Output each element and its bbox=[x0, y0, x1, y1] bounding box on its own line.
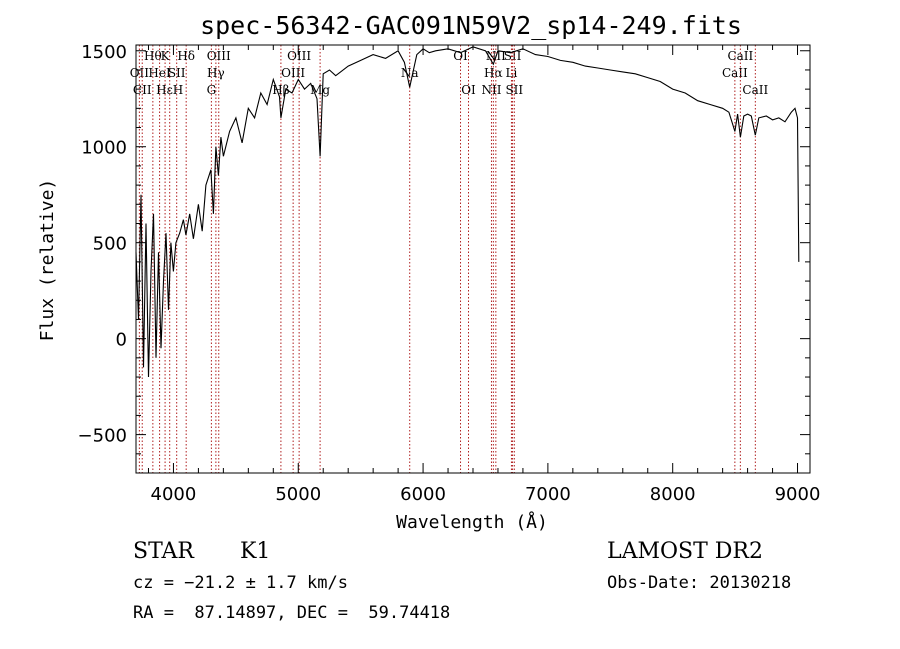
spectral-line-label: OIII bbox=[281, 66, 305, 80]
spectral-line-label: CII bbox=[133, 83, 152, 97]
y-tick-label: 1500 bbox=[81, 42, 127, 63]
spectral-line-label: G bbox=[207, 83, 217, 97]
redshift-velocity: cz = −21.2 ± 1.7 km/s bbox=[133, 573, 348, 593]
spectral-line-label: Hα bbox=[484, 66, 503, 80]
spectral-line-label: CaII bbox=[722, 66, 748, 80]
spectral-line-label: OIII bbox=[207, 49, 231, 63]
y-tick-label: 500 bbox=[93, 234, 127, 255]
x-tick-label: 5000 bbox=[275, 484, 321, 505]
x-tick-label: 7000 bbox=[525, 484, 571, 505]
y-tick-label: 0 bbox=[116, 330, 127, 351]
spectral-line-label: NII bbox=[481, 83, 501, 97]
spectral-line-label: SII bbox=[168, 66, 186, 80]
spectral-line-label: Hθ bbox=[144, 49, 162, 63]
spectral-line-label: OIII bbox=[287, 49, 311, 63]
spectral-line-label: CaII bbox=[727, 49, 753, 63]
plot-frame bbox=[135, 44, 811, 474]
x-axis-label: Wavelength (Å) bbox=[396, 511, 548, 533]
plot-area: OIICIIHθHeIKHεHSIIHδGHγOIIIHβOIIIOIIIMgN… bbox=[78, 42, 821, 505]
y-tick-label: −500 bbox=[78, 426, 127, 447]
object-class: STAR bbox=[133, 539, 194, 564]
chart-title: spec-56342-GAC091N59V2_sp14-249.fits bbox=[200, 11, 742, 40]
spectral-line-label: CaII bbox=[742, 83, 768, 97]
spectral-line-label: HεH bbox=[156, 83, 183, 97]
spectral-line-label: Hδ bbox=[177, 49, 195, 63]
spectral-line-label: K bbox=[161, 49, 171, 63]
coordinates: RA = 87.14897, DEC = 59.74418 bbox=[133, 603, 451, 623]
spectral-line-label: SII bbox=[505, 83, 523, 97]
x-tick-label: 9000 bbox=[775, 484, 821, 505]
spectral-line-label: SII bbox=[504, 49, 522, 63]
survey-name: LAMOST DR2 bbox=[607, 539, 763, 564]
spectral-line-label: Hγ bbox=[207, 66, 225, 80]
y-tick-label: 1000 bbox=[81, 138, 127, 159]
y-axis-label: Flux (relative) bbox=[37, 179, 58, 342]
spectral-line-label: OI bbox=[453, 49, 468, 63]
object-subclass: K1 bbox=[240, 539, 271, 564]
x-tick-label: 6000 bbox=[400, 484, 446, 505]
spectral-line-label: OI bbox=[461, 83, 476, 97]
x-tick-label: 4000 bbox=[151, 484, 197, 505]
spectral-line-label: Na bbox=[401, 66, 419, 80]
x-tick-label: 8000 bbox=[650, 484, 696, 505]
observation-date: Obs-Date: 20130218 bbox=[607, 573, 792, 593]
spectrum-series-line bbox=[135, 46, 800, 378]
spectral-line-label: Li bbox=[506, 66, 518, 80]
spectral-line-label: OII bbox=[130, 66, 150, 80]
